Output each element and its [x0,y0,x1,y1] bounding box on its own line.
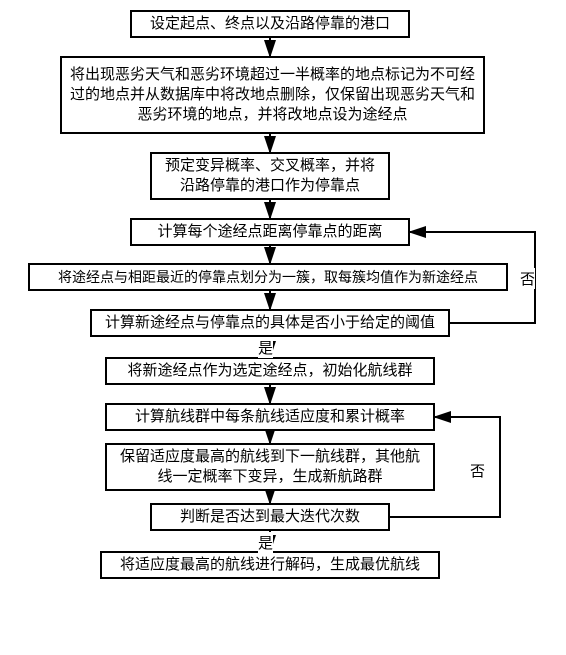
node-text: 将适应度最高的航线进行解码，生成最优航线 [120,555,420,575]
node-text: 将新途经点作为选定途经点，初始化航线群 [127,361,412,381]
node-calc-fitness: 计算航线群中每条航线适应度和累计概率 [105,403,435,431]
label-text: 否 [470,463,485,480]
node-text: 将出现恶劣天气和恶劣环境超过一半概率的地点标记为不可经过的地点并从数据库中将改地… [68,65,477,126]
node-calc-waypoint-distance: 计算每个途经点距离停靠点的距离 [130,218,410,246]
label-no-iterations: 否 [470,460,485,481]
label-yes-iterations: 是 [258,532,273,553]
node-text: 判断是否达到最大迭代次数 [180,507,360,527]
node-text: 将途经点与相距最近的停靠点划分为一簇，取每簇均值作为新途经点 [58,268,478,287]
node-mark-bad-weather-points: 将出现恶劣天气和恶劣环境超过一半概率的地点标记为不可经过的地点并从数据库中将改地… [60,56,485,134]
node-text: 计算每个途经点距离停靠点的距离 [157,222,382,242]
node-text: 设定起点、终点以及沿路停靠的港口 [150,14,390,34]
node-decode-best-route: 将适应度最高的航线进行解码，生成最优航线 [100,551,440,579]
label-yes-threshold: 是 [258,337,273,358]
node-check-max-iterations: 判断是否达到最大迭代次数 [150,503,390,531]
label-text: 是 [258,340,273,357]
label-text: 否 [520,271,535,288]
node-text: 计算新途经点与停靠点的具体是否小于给定的阈值 [105,313,435,333]
node-set-start-end-ports: 设定起点、终点以及沿路停靠的港口 [130,10,410,38]
node-keep-best-mutate: 保留适应度最高的航线到下一航线群，其他航线一定概率下变异，生成新航路群 [105,443,435,491]
node-cluster-waypoints: 将途经点与相距最近的停靠点划分为一簇，取每簇均值作为新途经点 [28,263,508,291]
label-text: 是 [258,535,273,552]
label-no-threshold: 否 [520,268,535,289]
node-preset-probabilities: 预定变异概率、交叉概率，并将沿路停靠的港口作为停靠点 [150,152,390,200]
node-check-threshold: 计算新途经点与停靠点的具体是否小于给定的阈值 [90,309,450,337]
node-init-route-group: 将新途经点作为选定途经点，初始化航线群 [105,357,435,385]
node-text: 预定变异概率、交叉概率，并将沿路停靠的港口作为停靠点 [158,156,382,197]
node-text: 保留适应度最高的航线到下一航线群，其他航线一定概率下变异，生成新航路群 [113,447,427,488]
node-text: 计算航线群中每条航线适应度和累计概率 [135,407,405,427]
